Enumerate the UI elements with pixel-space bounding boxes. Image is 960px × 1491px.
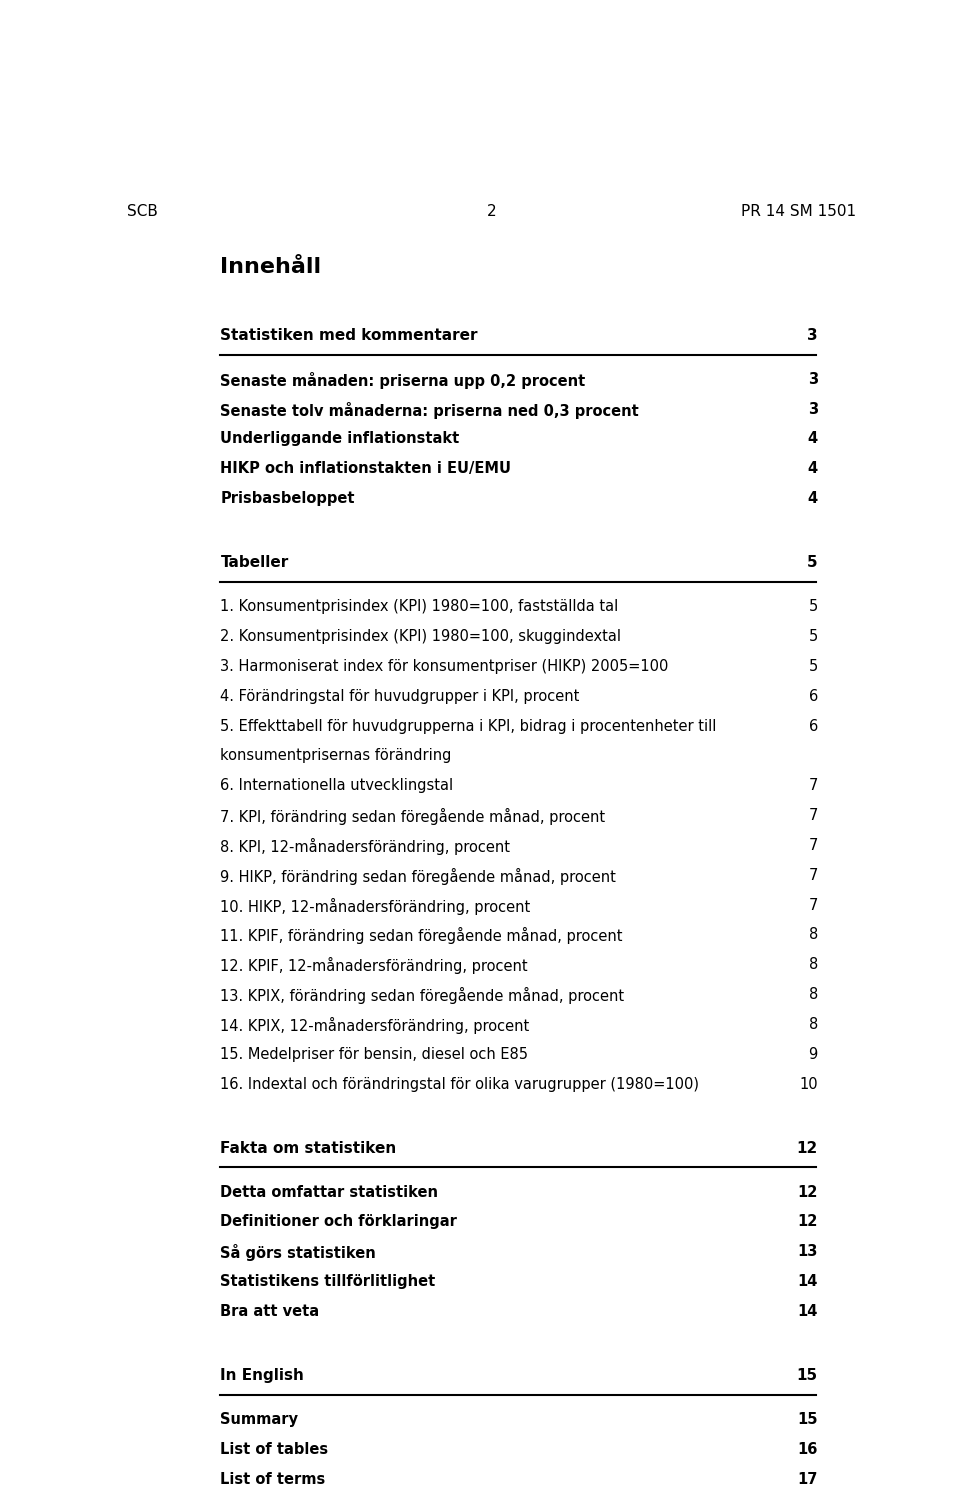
Text: Summary: Summary xyxy=(221,1412,299,1427)
Text: 15: 15 xyxy=(798,1412,818,1427)
Text: 14. KPIX, 12-månadersförändring, procent: 14. KPIX, 12-månadersförändring, procent xyxy=(221,1017,530,1035)
Text: 3: 3 xyxy=(807,401,818,416)
Text: 7: 7 xyxy=(808,868,818,883)
Text: 10: 10 xyxy=(800,1077,818,1091)
Text: 9. HIKP, förändring sedan föregående månad, procent: 9. HIKP, förändring sedan föregående mån… xyxy=(221,868,616,884)
Text: Tabeller: Tabeller xyxy=(221,556,289,571)
Text: Detta omfattar statistiken: Detta omfattar statistiken xyxy=(221,1185,439,1200)
Text: 4: 4 xyxy=(807,431,818,446)
Text: 4: 4 xyxy=(807,461,818,476)
Text: Definitioner och förklaringar: Definitioner och förklaringar xyxy=(221,1215,457,1230)
Text: 8: 8 xyxy=(808,1017,818,1032)
Text: 12: 12 xyxy=(798,1185,818,1200)
Text: 11. KPIF, förändring sedan föregående månad, procent: 11. KPIF, förändring sedan föregående må… xyxy=(221,927,623,944)
Text: 7: 7 xyxy=(808,898,818,912)
Text: Innehåll: Innehåll xyxy=(221,256,322,277)
Text: 16: 16 xyxy=(798,1442,818,1457)
Text: 12. KPIF, 12-månadersförändring, procent: 12. KPIF, 12-månadersförändring, procent xyxy=(221,957,528,974)
Text: SCB: SCB xyxy=(128,204,158,219)
Text: 13: 13 xyxy=(798,1245,818,1260)
Text: 4: 4 xyxy=(807,491,818,507)
Text: 6: 6 xyxy=(808,689,818,704)
Text: 3. Harmoniserat index för konsumentpriser (HIKP) 2005=100: 3. Harmoniserat index för konsumentprise… xyxy=(221,659,669,674)
Text: 2: 2 xyxy=(487,204,497,219)
Text: 5: 5 xyxy=(807,556,818,571)
Text: 16. Indextal och förändringstal för olika varugrupper (1980=100): 16. Indextal och förändringstal för olik… xyxy=(221,1077,700,1091)
Text: 7: 7 xyxy=(808,838,818,853)
Text: Underliggande inflationstakt: Underliggande inflationstakt xyxy=(221,431,460,446)
Text: Statistikens tillförlitlighet: Statistikens tillförlitlighet xyxy=(221,1275,436,1290)
Text: 8: 8 xyxy=(808,987,818,1002)
Text: 5. Effekttabell för huvudgrupperna i KPI, bidrag i procentenheter till: 5. Effekttabell för huvudgrupperna i KPI… xyxy=(221,719,717,734)
Text: konsumentprisernas förändring: konsumentprisernas förändring xyxy=(221,748,452,763)
Text: 5: 5 xyxy=(808,629,818,644)
Text: 15: 15 xyxy=(797,1369,818,1384)
Text: 1. Konsumentprisindex (KPI) 1980=100, fastställda tal: 1. Konsumentprisindex (KPI) 1980=100, fa… xyxy=(221,599,618,614)
Text: 17: 17 xyxy=(798,1472,818,1487)
Text: 8: 8 xyxy=(808,927,818,942)
Text: 7: 7 xyxy=(808,808,818,823)
Text: 6: 6 xyxy=(808,719,818,734)
Text: 10. HIKP, 12-månadersförändring, procent: 10. HIKP, 12-månadersförändring, procent xyxy=(221,898,531,914)
Text: HIKP och inflationstakten i EU/EMU: HIKP och inflationstakten i EU/EMU xyxy=(221,461,512,476)
Text: 4. Förändringstal för huvudgrupper i KPI, procent: 4. Förändringstal för huvudgrupper i KPI… xyxy=(221,689,580,704)
Text: 2. Konsumentprisindex (KPI) 1980=100, skuggindextal: 2. Konsumentprisindex (KPI) 1980=100, sk… xyxy=(221,629,621,644)
Text: 12: 12 xyxy=(798,1215,818,1230)
Text: PR 14 SM 1501: PR 14 SM 1501 xyxy=(741,204,856,219)
Text: Bra att veta: Bra att veta xyxy=(221,1305,320,1320)
Text: 3: 3 xyxy=(807,328,818,343)
Text: In English: In English xyxy=(221,1369,304,1384)
Text: Prisbasbeloppet: Prisbasbeloppet xyxy=(221,491,355,507)
Text: 3: 3 xyxy=(807,371,818,386)
Text: 7: 7 xyxy=(808,778,818,793)
Text: Statistiken med kommentarer: Statistiken med kommentarer xyxy=(221,328,478,343)
Text: 8: 8 xyxy=(808,957,818,972)
Text: 8. KPI, 12-månadersförändring, procent: 8. KPI, 12-månadersförändring, procent xyxy=(221,838,511,854)
Text: 9: 9 xyxy=(808,1047,818,1062)
Text: 7. KPI, förändring sedan föregående månad, procent: 7. KPI, förändring sedan föregående måna… xyxy=(221,808,606,825)
Text: Så görs statistiken: Så görs statistiken xyxy=(221,1245,376,1261)
Text: 14: 14 xyxy=(798,1275,818,1290)
Text: Senaste månaden: priserna upp 0,2 procent: Senaste månaden: priserna upp 0,2 procen… xyxy=(221,371,586,389)
Text: 14: 14 xyxy=(798,1305,818,1320)
Text: List of terms: List of terms xyxy=(221,1472,325,1487)
Text: Senaste tolv månaderna: priserna ned 0,3 procent: Senaste tolv månaderna: priserna ned 0,3… xyxy=(221,401,639,419)
Text: 12: 12 xyxy=(797,1141,818,1156)
Text: 5: 5 xyxy=(808,599,818,614)
Text: Fakta om statistiken: Fakta om statistiken xyxy=(221,1141,396,1156)
Text: 5: 5 xyxy=(808,659,818,674)
Text: List of tables: List of tables xyxy=(221,1442,328,1457)
Text: 6. Internationella utvecklingstal: 6. Internationella utvecklingstal xyxy=(221,778,453,793)
Text: 13. KPIX, förändring sedan föregående månad, procent: 13. KPIX, förändring sedan föregående må… xyxy=(221,987,625,1003)
Text: 15. Medelpriser för bensin, diesel och E85: 15. Medelpriser för bensin, diesel och E… xyxy=(221,1047,528,1062)
